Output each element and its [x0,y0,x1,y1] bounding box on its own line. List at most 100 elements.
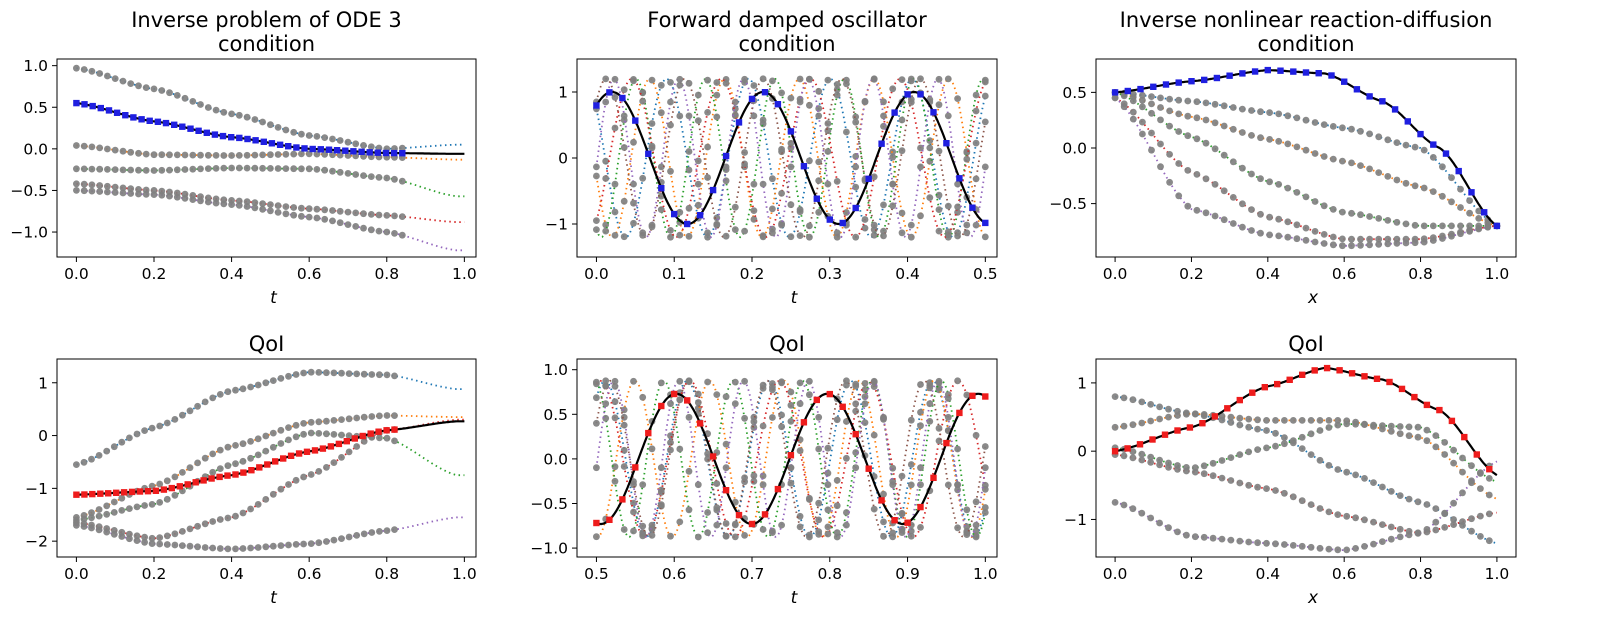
grey-sample-point [189,196,197,204]
grey-sample-point [1352,514,1359,522]
grey-sample-point [731,400,739,408]
grey-sample-point [110,498,118,506]
grey-sample-point [1184,112,1192,120]
axes-frame [56,358,477,558]
grey-sample-point [1396,492,1404,499]
grey-sample-point [1254,425,1261,433]
grey-sample-point [676,518,684,526]
qoi-marker [1224,405,1231,412]
grey-sample-point [96,165,104,173]
grey-sample-point [321,206,329,214]
grey-sample-point [926,144,934,152]
condition-marker [179,123,186,130]
grey-sample-point [119,77,127,85]
grey-sample-point [360,438,368,445]
grey-sample-point [290,128,298,136]
grey-sample-point [926,194,934,202]
grey-sample-point [1111,94,1119,102]
grey-sample-point [1248,107,1255,114]
grey-sample-point [1384,173,1392,180]
grey-sample-point [593,394,600,402]
grey-sample-point [1393,139,1401,147]
grey-sample-point [267,165,274,172]
grey-sample-point [769,205,776,213]
qoi-marker [606,516,613,523]
grey-sample-point [759,422,767,430]
grey-sample-point [806,222,813,230]
grey-sample-point [611,180,619,188]
grey-sample-point [254,435,262,443]
grey-sample-point [194,543,202,551]
grey-sample-point [602,227,610,235]
qoi-marker [1174,427,1181,434]
grey-sample-point [1281,440,1288,448]
grey-sample-point [103,510,111,518]
condition-marker [826,216,833,223]
grey-sample-point [125,535,133,543]
grey-sample-point [667,79,674,86]
grey-sample-point [815,528,823,535]
grey-sample-point [926,157,934,165]
grey-sample-point [119,189,127,197]
grey-sample-point [127,148,135,156]
grey-sample-point [118,533,126,540]
grey-sample-point [235,164,243,172]
grey-sample-point [1138,419,1146,427]
grey-sample-point [1320,231,1328,238]
grey-sample-point [898,116,906,124]
axes-frame [1095,58,1517,258]
grey-sample-point [391,437,398,445]
grey-sample-point [1193,135,1201,143]
grey-sample-point [398,231,406,239]
grey-sample-point [1227,477,1235,484]
grey-sample-point [880,413,887,421]
grey-sample-point [228,201,236,209]
grey-sample-point [1263,444,1270,452]
y-tick-label: 0.0 [543,450,568,468]
grey-sample-point [1352,471,1359,479]
grey-sample-point [1402,141,1410,149]
grey-sample-point [759,481,767,489]
grey-sample-point [1275,137,1283,145]
qoi-marker [359,432,366,440]
condition-marker [260,138,267,145]
grey-sample-point [787,139,795,147]
grey-sample-point [150,151,158,159]
grey-sample-point [315,369,323,376]
grey-sample-point [111,189,119,196]
grey-sample-point [209,544,217,552]
grey-sample-point [898,509,906,517]
grey-sample-point [1200,462,1208,470]
grey-sample-point [307,471,315,478]
grey-sample-point [815,208,823,216]
x-tick-label: 0.2 [142,565,167,583]
grey-sample-point [769,175,776,183]
grey-sample-point [1293,143,1301,151]
grey-sample-point [676,377,684,385]
grey-sample-point [880,490,887,498]
qoi-marker [1311,367,1318,374]
condition-marker [219,132,227,140]
grey-sample-point [907,461,915,468]
grey-sample-point [750,472,758,480]
grey-sample-point [292,433,300,441]
grey-sample-point [796,523,804,531]
grey-sample-point [173,151,181,159]
grey-sample-point [1302,236,1310,244]
grey-sample-point [300,540,307,548]
grey-sample-point [1334,421,1342,429]
grey-sample-point [1220,216,1228,224]
grey-sample-point [898,529,906,536]
grey-sample-point [963,391,971,399]
grey-sample-point [944,112,952,120]
grey-sample-point [1311,238,1319,246]
grey-sample-point [778,411,785,419]
qoi-marker [1423,401,1431,409]
grey-sample-point [833,477,841,484]
x-tick-label: 0.5 [973,265,998,283]
grey-sample-point [1459,468,1466,476]
grey-sample-point [630,527,637,535]
grey-sample-point [676,75,684,83]
grey-sample-point [954,445,961,453]
grey-sample-point [1254,416,1261,424]
